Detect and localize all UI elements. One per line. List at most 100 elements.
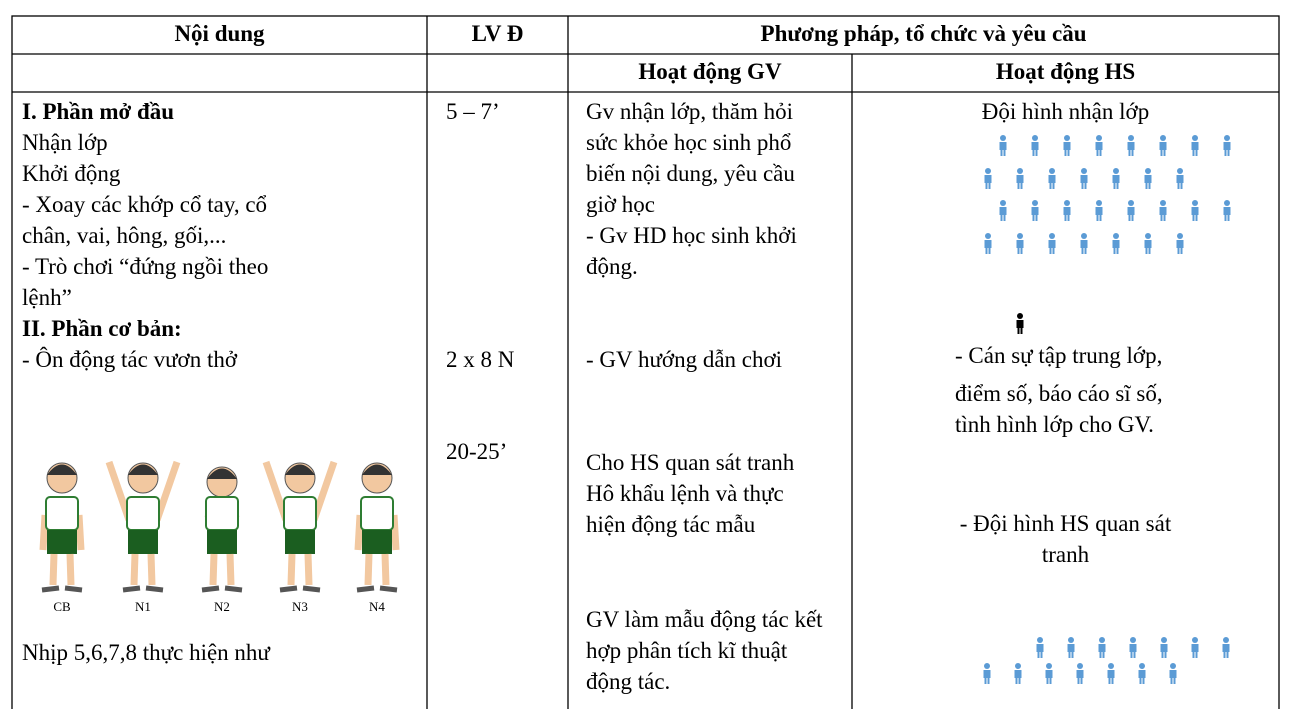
time-text: 20-25’ bbox=[446, 439, 508, 464]
hs-line: điểm số, báo cáo sĩ số, bbox=[955, 381, 1163, 406]
person-icon bbox=[984, 168, 992, 189]
person-icon bbox=[1159, 200, 1167, 221]
shape bbox=[1000, 215, 1003, 221]
shape bbox=[128, 530, 158, 554]
shape bbox=[1116, 183, 1119, 189]
person-icon bbox=[1048, 168, 1056, 189]
person-icon bbox=[1031, 200, 1039, 221]
shape bbox=[1108, 663, 1114, 669]
shape bbox=[207, 530, 237, 554]
person-icon bbox=[1016, 313, 1024, 334]
hs-line: tranh bbox=[1041, 542, 1090, 567]
person-icon bbox=[1191, 135, 1199, 156]
shape bbox=[1113, 183, 1116, 189]
shape bbox=[1176, 240, 1184, 248]
shape bbox=[1067, 215, 1070, 221]
shape bbox=[1052, 248, 1055, 254]
shape bbox=[262, 460, 338, 522]
shape bbox=[279, 585, 321, 593]
person-icon bbox=[1129, 637, 1137, 658]
person-icon bbox=[1048, 233, 1056, 254]
shape bbox=[1164, 652, 1167, 658]
shape bbox=[1142, 678, 1145, 684]
shape bbox=[1080, 240, 1088, 248]
shape bbox=[1080, 175, 1088, 183]
shape bbox=[1160, 200, 1166, 206]
shape bbox=[1159, 142, 1167, 150]
content-line: - Trò chơi “đứng ngồi theo bbox=[22, 254, 269, 279]
shape bbox=[1000, 135, 1006, 141]
person-icon bbox=[1191, 637, 1199, 658]
shape bbox=[1049, 183, 1052, 189]
shape bbox=[1112, 240, 1120, 248]
student-figure bbox=[201, 466, 243, 593]
shape bbox=[1064, 150, 1067, 156]
shape bbox=[130, 553, 156, 586]
shape bbox=[1017, 313, 1023, 319]
person-icon bbox=[1191, 200, 1199, 221]
person-icon bbox=[1014, 663, 1022, 684]
person-icon bbox=[1223, 135, 1231, 156]
shape bbox=[1177, 168, 1183, 174]
student-figure bbox=[39, 462, 85, 593]
person-icon bbox=[1080, 233, 1088, 254]
subheader-cell: Hoạt động GV bbox=[638, 59, 782, 84]
shape bbox=[985, 183, 988, 189]
shape bbox=[1160, 215, 1163, 221]
person-icon bbox=[1127, 200, 1135, 221]
shape bbox=[354, 514, 400, 551]
person-icon bbox=[1144, 233, 1152, 254]
shape bbox=[1177, 233, 1183, 239]
shape bbox=[1099, 637, 1105, 643]
content-line: Nhận lớp bbox=[22, 130, 108, 155]
shape bbox=[1108, 678, 1111, 684]
shape bbox=[1081, 248, 1084, 254]
shape bbox=[988, 183, 991, 189]
person-icon bbox=[1107, 663, 1115, 684]
shape bbox=[1096, 150, 1099, 156]
shape bbox=[1102, 652, 1105, 658]
shape bbox=[1223, 652, 1226, 658]
figure-label: N2 bbox=[214, 599, 230, 614]
shape bbox=[1081, 233, 1087, 239]
shape bbox=[1227, 150, 1230, 156]
shape bbox=[1048, 175, 1056, 183]
shape bbox=[1145, 168, 1151, 174]
shape bbox=[1064, 200, 1070, 206]
shape bbox=[1170, 663, 1176, 669]
header-cell: Nội dung bbox=[174, 21, 265, 46]
shape bbox=[1163, 150, 1166, 156]
shape bbox=[1130, 637, 1136, 643]
shape bbox=[1113, 168, 1119, 174]
shape bbox=[1145, 233, 1151, 239]
shape bbox=[999, 142, 1007, 150]
shape bbox=[1017, 328, 1020, 334]
shape bbox=[1032, 150, 1035, 156]
shape bbox=[1144, 175, 1152, 183]
shape bbox=[126, 496, 160, 531]
shape bbox=[1049, 248, 1052, 254]
shape bbox=[201, 585, 243, 593]
shape bbox=[1173, 678, 1176, 684]
shape bbox=[1016, 320, 1024, 328]
shape bbox=[1064, 215, 1067, 221]
shape bbox=[1048, 240, 1056, 248]
shape bbox=[1128, 200, 1134, 206]
shape bbox=[1045, 670, 1053, 678]
shape bbox=[1017, 183, 1020, 189]
shape bbox=[1031, 142, 1039, 150]
shape bbox=[1128, 215, 1131, 221]
shape bbox=[1068, 637, 1074, 643]
hs-line: - Cán sự tập trung lớp, bbox=[955, 343, 1163, 368]
shape bbox=[1195, 150, 1198, 156]
shape bbox=[128, 464, 158, 475]
shape bbox=[984, 240, 992, 248]
shape bbox=[1133, 652, 1136, 658]
shape bbox=[1180, 183, 1183, 189]
shape bbox=[1020, 328, 1023, 334]
person-icon bbox=[1067, 637, 1075, 658]
shape bbox=[1081, 183, 1084, 189]
time-text: 5 – 7’ bbox=[446, 99, 500, 124]
shape bbox=[1018, 678, 1021, 684]
shape bbox=[1163, 215, 1166, 221]
